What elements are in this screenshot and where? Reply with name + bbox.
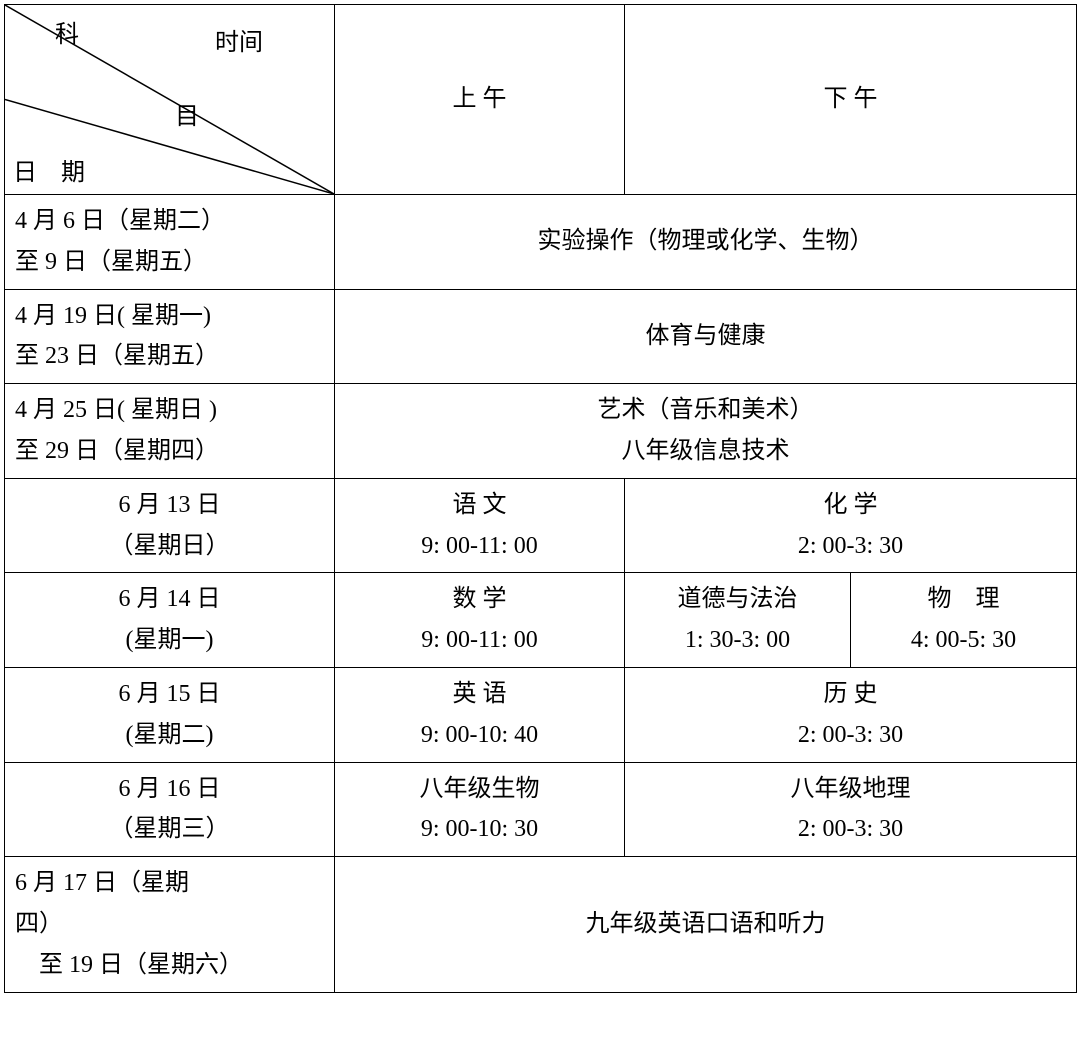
date-line: 至 23 日（星期五） bbox=[15, 336, 326, 377]
diagonal-header-cell: 科 时间 目 日 期 bbox=[5, 5, 335, 195]
date-apr-25-29: 4 月 25 日( 星期日 ) 至 29 日（星期四） bbox=[5, 384, 335, 479]
date-jun-14: 6 月 14 日 (星期一) bbox=[5, 573, 335, 668]
subject-name: 八年级地理 bbox=[633, 769, 1068, 810]
subject-time: 2: 00-3: 30 bbox=[633, 715, 1068, 756]
subject-name: 英 语 bbox=[343, 674, 616, 715]
header-row: 科 时间 目 日 期 上 午 下 午 bbox=[5, 5, 1077, 195]
pm-morals-law: 道德与法治 1: 30-3: 00 bbox=[625, 573, 851, 668]
row-jun-17-19: 6 月 17 日（星期 四） 至 19 日（星期六） 九年级英语口语和听力 bbox=[5, 857, 1077, 992]
date-line: 6 月 15 日 bbox=[13, 674, 326, 715]
date-apr-19-23: 4 月 19 日( 星期一) 至 23 日（星期五） bbox=[5, 289, 335, 384]
date-line: (星期一) bbox=[13, 620, 326, 661]
content-line: 艺术（音乐和美术） bbox=[343, 390, 1068, 431]
subject-name: 化 学 bbox=[633, 485, 1068, 526]
am-english: 英 语 9: 00-10: 40 bbox=[335, 667, 625, 762]
label-subject: 科 bbox=[55, 15, 79, 56]
date-jun-15: 6 月 15 日 (星期二) bbox=[5, 667, 335, 762]
date-line: 6 月 16 日 bbox=[13, 769, 326, 810]
row-apr-6-9: 4 月 6 日（星期二） 至 9 日（星期五） 实验操作（物理或化学、生物） bbox=[5, 195, 1077, 290]
subject-time: 2: 00-3: 30 bbox=[633, 526, 1068, 567]
pm-chemistry: 化 学 2: 00-3: 30 bbox=[625, 478, 1077, 573]
label-date: 日 期 bbox=[13, 153, 85, 194]
date-line: 至 19 日（星期六） bbox=[15, 945, 326, 986]
date-line: 至 9 日（星期五） bbox=[15, 242, 326, 283]
subject-name: 数 学 bbox=[343, 579, 616, 620]
pm-history: 历 史 2: 00-3: 30 bbox=[625, 667, 1077, 762]
row-jun-13: 6 月 13 日 （星期日） 语 文 9: 00-11: 00 化 学 2: 0… bbox=[5, 478, 1077, 573]
row-apr-25-29: 4 月 25 日( 星期日 ) 至 29 日（星期四） 艺术（音乐和美术） 八年… bbox=[5, 384, 1077, 479]
content-lab-ops: 实验操作（物理或化学、生物） bbox=[335, 195, 1077, 290]
pm-physics: 物 理 4: 00-5: 30 bbox=[851, 573, 1077, 668]
row-apr-19-23: 4 月 19 日( 星期一) 至 23 日（星期五） 体育与健康 bbox=[5, 289, 1077, 384]
subject-name: 八年级生物 bbox=[343, 769, 616, 810]
am-chinese: 语 文 9: 00-11: 00 bbox=[335, 478, 625, 573]
subject-time: 1: 30-3: 00 bbox=[633, 620, 842, 661]
label-time: 时间 bbox=[215, 23, 263, 64]
date-line: 6 月 14 日 bbox=[13, 579, 326, 620]
schedule-table: 科 时间 目 日 期 上 午 下 午 4 月 6 日（星期二） 至 9 日（星期… bbox=[4, 4, 1077, 993]
content-g9-english-oral: 九年级英语口语和听力 bbox=[335, 857, 1077, 992]
date-line: (星期二) bbox=[13, 715, 326, 756]
subject-name: 语 文 bbox=[343, 485, 616, 526]
content-art-it: 艺术（音乐和美术） 八年级信息技术 bbox=[335, 384, 1077, 479]
date-line: 至 29 日（星期四） bbox=[15, 431, 326, 472]
subject-time: 9: 00-10: 40 bbox=[343, 715, 616, 756]
date-line: （星期日） bbox=[13, 526, 326, 567]
date-jun-13: 6 月 13 日 （星期日） bbox=[5, 478, 335, 573]
date-apr-6-9: 4 月 6 日（星期二） 至 9 日（星期五） bbox=[5, 195, 335, 290]
subject-name: 道德与法治 bbox=[633, 579, 842, 620]
label-mu: 目 bbox=[175, 97, 199, 138]
row-jun-15: 6 月 15 日 (星期二) 英 语 9: 00-10: 40 历 史 2: 0… bbox=[5, 667, 1077, 762]
date-jun-17-19: 6 月 17 日（星期 四） 至 19 日（星期六） bbox=[5, 857, 335, 992]
subject-time: 9: 00-10: 30 bbox=[343, 809, 616, 850]
content-pe-health: 体育与健康 bbox=[335, 289, 1077, 384]
header-afternoon: 下 午 bbox=[625, 5, 1077, 195]
subject-name: 物 理 bbox=[859, 579, 1068, 620]
date-line: 6 月 13 日 bbox=[13, 485, 326, 526]
row-jun-14: 6 月 14 日 (星期一) 数 学 9: 00-11: 00 道德与法治 1:… bbox=[5, 573, 1077, 668]
subject-time: 4: 00-5: 30 bbox=[859, 620, 1068, 661]
header-morning: 上 午 bbox=[335, 5, 625, 195]
subject-time: 9: 00-11: 00 bbox=[343, 526, 616, 567]
date-jun-16: 6 月 16 日 （星期三） bbox=[5, 762, 335, 857]
row-jun-16: 6 月 16 日 （星期三） 八年级生物 9: 00-10: 30 八年级地理 … bbox=[5, 762, 1077, 857]
subject-time: 9: 00-11: 00 bbox=[343, 620, 616, 661]
am-biology-g8: 八年级生物 9: 00-10: 30 bbox=[335, 762, 625, 857]
date-line: 4 月 25 日( 星期日 ) bbox=[15, 390, 326, 431]
date-line: 4 月 6 日（星期二） bbox=[15, 201, 326, 242]
subject-name: 历 史 bbox=[633, 674, 1068, 715]
pm-geography-g8: 八年级地理 2: 00-3: 30 bbox=[625, 762, 1077, 857]
content-line: 八年级信息技术 bbox=[343, 431, 1068, 472]
date-line: 4 月 19 日( 星期一) bbox=[15, 296, 326, 337]
date-line: 6 月 17 日（星期 bbox=[15, 863, 326, 904]
subject-time: 2: 00-3: 30 bbox=[633, 809, 1068, 850]
date-line: 四） bbox=[15, 904, 326, 945]
am-math: 数 学 9: 00-11: 00 bbox=[335, 573, 625, 668]
date-line: （星期三） bbox=[13, 809, 326, 850]
